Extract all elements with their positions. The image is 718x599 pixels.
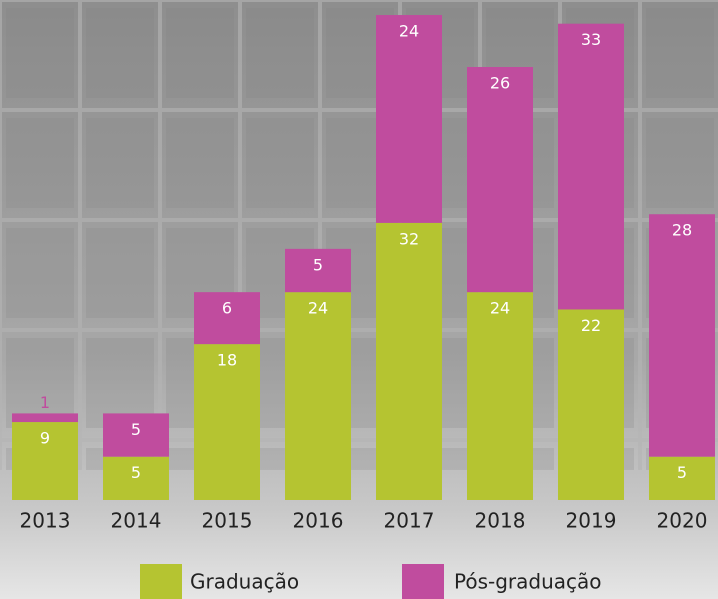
- chart: Graduação Pós-graduação 9 1 2013 5 5 2014 18 6 2…: [0, 0, 718, 599]
- legend-swatch: [402, 564, 444, 599]
- x-tick-label: 2017: [384, 509, 435, 533]
- bar-segment: [285, 292, 351, 500]
- bar-segment: [467, 292, 533, 500]
- x-tick-label: 2020: [657, 509, 708, 533]
- value-label: 24: [399, 22, 419, 41]
- value-label: 5: [131, 420, 141, 439]
- value-label: 5: [131, 463, 141, 482]
- value-label: 6: [222, 299, 232, 318]
- bar-segment: [12, 413, 78, 422]
- value-label: 9: [40, 429, 50, 448]
- value-label: 24: [490, 299, 510, 318]
- x-tick-label: 2013: [20, 509, 71, 533]
- bar-segment: [558, 309, 624, 500]
- value-label: 32: [399, 229, 419, 248]
- value-label: 18: [217, 351, 237, 370]
- legend-label: Graduação: [190, 570, 299, 594]
- bar-segment: [649, 214, 715, 456]
- x-tick-label: 2015: [202, 509, 253, 533]
- legend-label: Pós-graduação: [454, 570, 602, 594]
- legend-swatch: [140, 564, 182, 599]
- x-tick-label: 2018: [475, 509, 526, 533]
- bar-segment: [376, 223, 442, 500]
- value-label: 26: [490, 74, 510, 93]
- bar-segment: [376, 15, 442, 223]
- x-tick-label: 2016: [293, 509, 344, 533]
- value-label: 5: [313, 255, 323, 274]
- x-tick-label: 2019: [566, 509, 617, 533]
- bar-segment: [467, 67, 533, 292]
- value-label: 5: [677, 463, 687, 482]
- value-label: 24: [308, 299, 328, 318]
- x-tick-label: 2014: [111, 509, 162, 533]
- bar-segment: [558, 24, 624, 310]
- value-label: 33: [581, 30, 601, 49]
- value-label: 22: [581, 316, 601, 335]
- value-label: 1: [40, 393, 50, 412]
- value-label: 28: [672, 221, 692, 240]
